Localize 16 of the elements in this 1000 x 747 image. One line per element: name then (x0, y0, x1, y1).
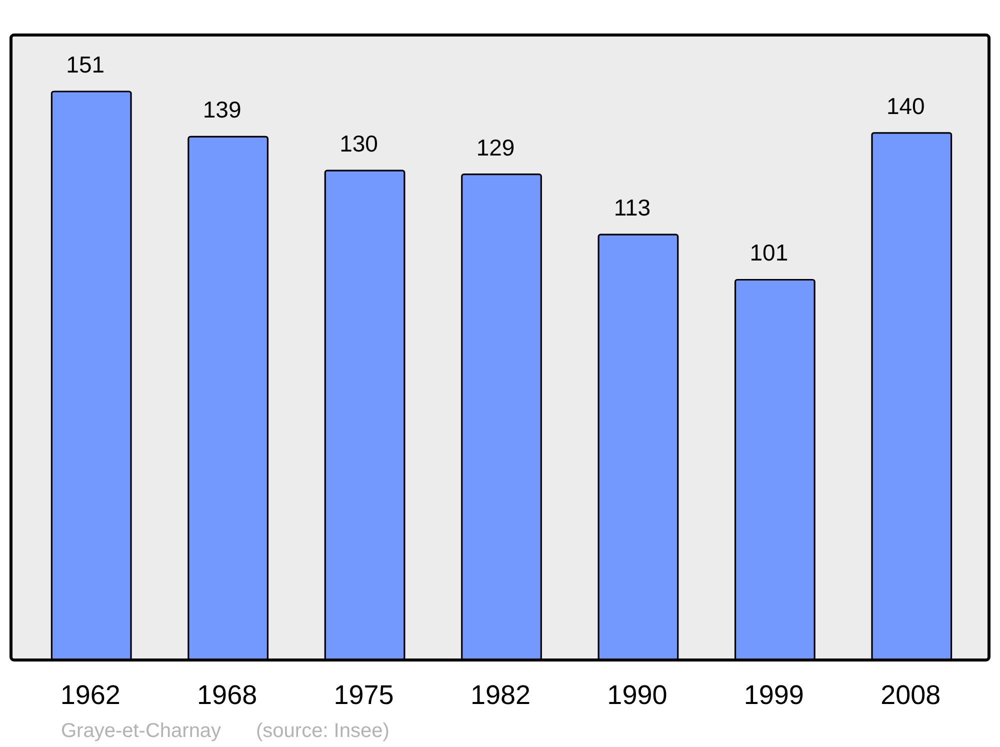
text: (source: Insee) (256, 720, 390, 742)
x-tick-label: 1999 (744, 680, 804, 710)
data-label: 101 (750, 240, 788, 266)
text: Graye-et-Charnay (61, 720, 222, 742)
x-tick-label: 2008 (880, 680, 941, 710)
data-label: 140 (886, 92, 925, 119)
data-label: 130 (340, 130, 378, 157)
x-tick-label: 1962 (60, 680, 120, 710)
x-tick-label: 1982 (470, 680, 531, 710)
x-tick-label: 1990 (607, 680, 668, 710)
data-label: 139 (202, 96, 242, 123)
x-tick-label: 1975 (334, 680, 394, 710)
data-label: 129 (476, 134, 515, 160)
data-label: 151 (66, 52, 105, 78)
x-tick-label: 1968 (197, 680, 258, 710)
data-label: 113 (614, 194, 651, 221)
